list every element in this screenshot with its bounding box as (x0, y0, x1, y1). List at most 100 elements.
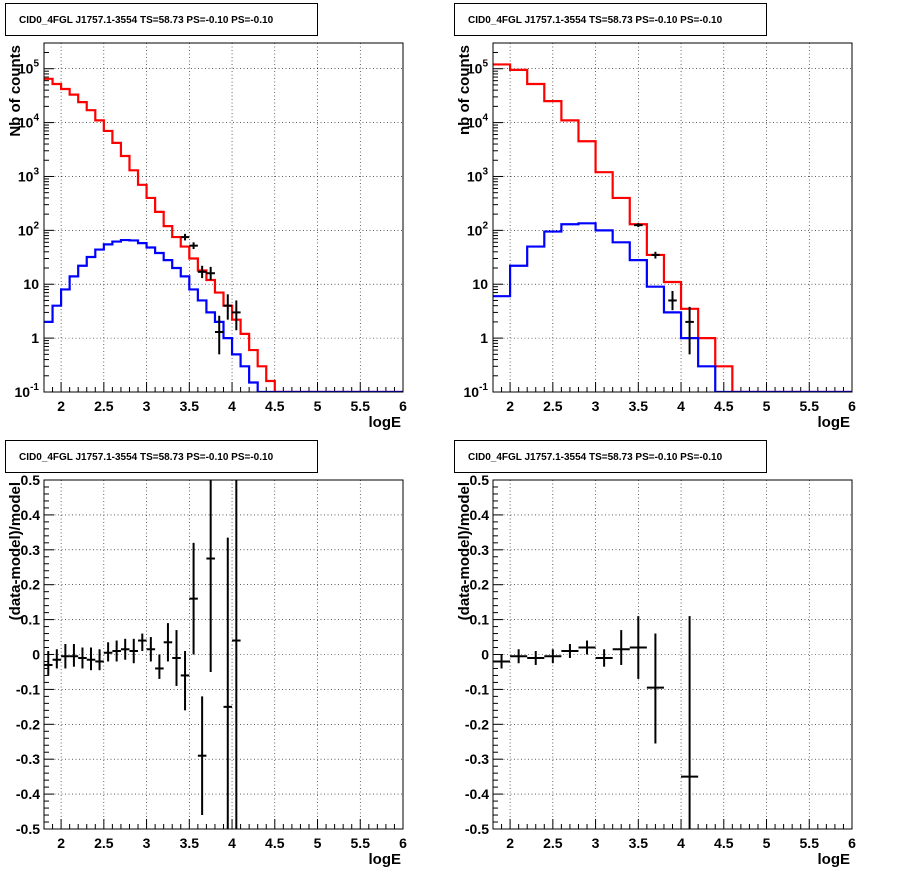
data-point (120, 638, 130, 660)
data-point (61, 644, 70, 669)
x-axis-label: logE (818, 414, 851, 431)
data-point (189, 542, 198, 655)
x-tick-label: 4 (677, 398, 685, 414)
data-point (544, 649, 562, 664)
data-point (155, 654, 164, 679)
data-point (634, 223, 643, 228)
x-tick-label: 2.5 (94, 835, 114, 851)
data-point (78, 647, 87, 669)
chart-panel-counts_fine: CID0_4FGL J1757.1-3554 TS=58.73 PS=-0.10… (5, 3, 407, 431)
x-tick-label: 5 (314, 398, 322, 414)
plot-frame (43, 42, 404, 393)
data-point (95, 649, 104, 671)
y-tick-label: 10-1 (464, 382, 489, 400)
y-tick-label: 102 (467, 220, 489, 238)
chart-title: CID0_4FGL J1757.1-3554 TS=58.73 PS=-0.10… (468, 15, 723, 26)
y-tick-label: 104 (18, 113, 40, 131)
data-point (146, 637, 156, 662)
axis-ticks (43, 479, 404, 830)
chart-title: CID0_4FGL J1757.1-3554 TS=58.73 PS=-0.10… (19, 452, 274, 463)
data-point (685, 306, 694, 355)
x-tick-label: 2.5 (94, 398, 114, 414)
plot-area (44, 480, 241, 829)
x-tick-label: 5.5 (800, 398, 820, 414)
data-point (223, 294, 233, 320)
y-tick-label: -0.5 (16, 821, 40, 837)
y-tick-label: -0.2 (465, 716, 489, 732)
y-tick-label: 0 (32, 647, 40, 663)
chart-title-box (5, 3, 318, 36)
data-point (52, 649, 62, 669)
x-tick-label: 4.5 (265, 835, 285, 851)
grid-lines (493, 43, 853, 393)
x-tick-label: 5 (314, 835, 322, 851)
y-tick-label: 103 (18, 166, 40, 184)
data-point (232, 480, 241, 829)
y-tick-label: -0.5 (465, 821, 489, 837)
x-tick-label: 4 (677, 835, 685, 851)
data-point (197, 696, 207, 816)
plot-area (493, 616, 699, 829)
x-tick-label: 6 (399, 398, 407, 414)
chart-panel-counts_coarse: CID0_4FGL J1757.1-3554 TS=58.73 PS=-0.10… (454, 3, 856, 431)
chart-title-box (5, 440, 318, 473)
x-tick-label: 6 (399, 835, 407, 851)
y-tick-label: -0.1 (465, 681, 489, 697)
x-tick-label: 4.5 (714, 835, 734, 851)
plot-frame (43, 479, 404, 830)
data-point (527, 651, 545, 665)
data-point (578, 640, 596, 655)
y-tick-label: 0.1 (470, 612, 490, 628)
data-point (197, 265, 207, 279)
data-point (668, 290, 677, 311)
data-point (214, 315, 224, 355)
plot-area (493, 63, 852, 392)
data-point (561, 644, 579, 658)
x-tick-label: 5.5 (351, 398, 371, 414)
axis-ticks (43, 42, 404, 393)
axis-ticks (492, 42, 853, 393)
data-point (86, 647, 96, 671)
y-tick-label: 0.4 (470, 507, 490, 523)
y-tick-label: 0.1 (21, 612, 41, 628)
data-point (172, 630, 181, 686)
data-point (612, 630, 630, 665)
data-point (163, 623, 173, 662)
y-tick-label: -0.4 (16, 786, 40, 802)
grid-lines (44, 43, 404, 393)
y-tick-label: 1 (31, 330, 39, 346)
x-tick-label: 5 (763, 835, 771, 851)
x-tick-label: 5.5 (351, 835, 371, 851)
x-tick-label: 3.5 (180, 835, 200, 851)
y-tick-label: 105 (18, 59, 40, 77)
plot-area (44, 77, 403, 392)
grid-lines (44, 479, 404, 830)
y-tick-label: 103 (467, 166, 489, 184)
x-tick-label: 4 (228, 398, 236, 414)
x-tick-label: 2 (506, 835, 514, 851)
series-line-1 (44, 77, 403, 392)
series-line-2 (44, 238, 403, 392)
data-point (129, 638, 139, 664)
x-axis-label: logE (369, 851, 402, 868)
x-tick-label: 4.5 (714, 398, 734, 414)
data-point (223, 537, 233, 829)
y-tick-label: 0 (481, 647, 489, 663)
chart-title-box (454, 3, 767, 36)
y-tick-label: 102 (18, 220, 40, 238)
x-axis-label: logE (818, 851, 851, 868)
data-point (69, 644, 79, 667)
data-point (510, 649, 528, 664)
y-tick-label: 10-1 (15, 382, 40, 400)
data-point (112, 640, 121, 662)
x-tick-label: 5.5 (800, 835, 820, 851)
data-point (629, 616, 647, 679)
y-tick-label: 10 (472, 276, 488, 292)
y-tick-label: 105 (467, 59, 489, 77)
y-tick-label: -0.3 (465, 751, 489, 767)
chart-panel-residuals_coarse: CID0_4FGL J1757.1-3554 TS=58.73 PS=-0.10… (454, 440, 856, 868)
data-point (103, 642, 113, 662)
grid-lines (493, 479, 853, 830)
y-tick-label: 10 (23, 276, 39, 292)
data-point (493, 654, 511, 669)
